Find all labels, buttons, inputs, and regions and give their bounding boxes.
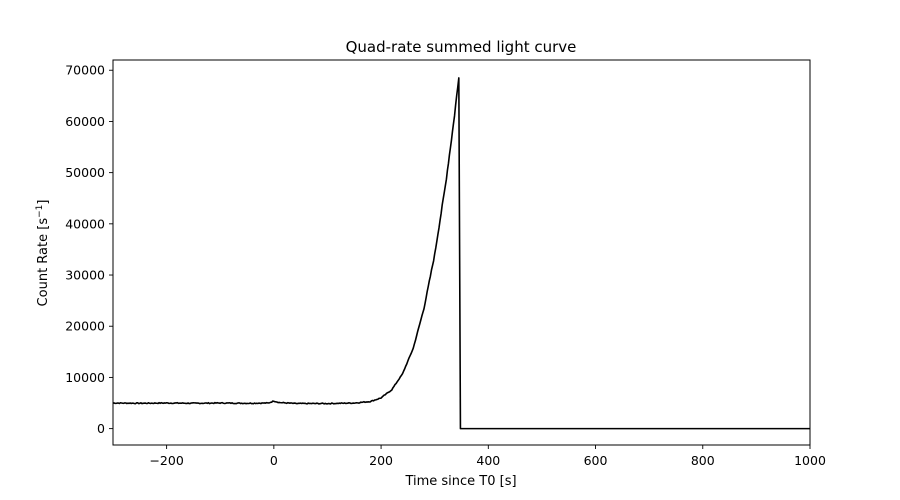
x-tick-label: 800 [691, 453, 715, 468]
y-axis-label-base: Count Rate [s [36, 218, 51, 307]
x-tick-label: 0 [270, 453, 278, 468]
y-tick-label: 10000 [65, 370, 105, 385]
light-curve-line [112, 77, 810, 430]
plot-frame [112, 59, 811, 446]
chart-title: Quad-rate summed light curve [346, 38, 577, 56]
x-tick-label: 600 [584, 453, 608, 468]
y-tick-label: 70000 [65, 63, 105, 78]
y-tick-label: 40000 [65, 216, 105, 231]
y-axis-label-exponent: −1 [35, 205, 45, 218]
x-tick-label: 1000 [794, 453, 826, 468]
y-tick-label: 20000 [65, 319, 105, 334]
y-axis-label: Count Rate [s−1] [35, 200, 51, 307]
plot-area [112, 77, 810, 430]
x-tick-label: 200 [369, 453, 393, 468]
x-axis: −200 0 200 400 600 800 1000 [149, 445, 826, 468]
x-tick-label: 400 [476, 453, 500, 468]
x-tick-label: −200 [149, 453, 183, 468]
y-tick-label: 0 [97, 421, 105, 436]
y-tick-label: 50000 [65, 165, 105, 180]
x-axis-label: Time since T0 [s] [404, 474, 516, 489]
y-axis-label-close: ] [36, 200, 51, 205]
y-tick-label: 30000 [65, 268, 105, 283]
y-axis: 0 10000 20000 30000 40000 50000 60000 70000 [65, 63, 113, 436]
y-tick-label: 60000 [65, 114, 105, 129]
